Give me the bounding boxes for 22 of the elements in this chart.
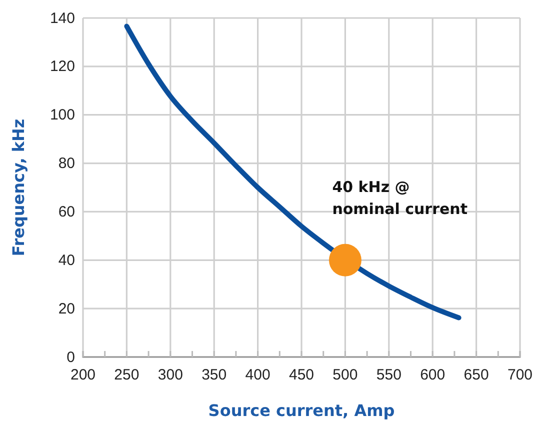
y-tick-label: 80 xyxy=(58,155,75,172)
x-tick-label: 300 xyxy=(158,366,183,384)
x-tick-label: 700 xyxy=(507,366,533,384)
x-tick-label: 650 xyxy=(464,366,489,384)
y-tick-label: 60 xyxy=(58,204,75,221)
x-tick-label: 450 xyxy=(288,366,314,384)
y-tick-label: 140 xyxy=(50,10,75,27)
annotation: 40 kHz @ nominal current xyxy=(332,178,468,218)
y-tick-label: 120 xyxy=(50,58,75,76)
y-tick-label: 100 xyxy=(50,106,75,124)
x-tick-label: 250 xyxy=(114,366,140,384)
x-tick-label: 400 xyxy=(245,366,270,384)
y-tick-label: 20 xyxy=(58,300,75,318)
y-tick-label: 0 xyxy=(66,348,75,366)
x-axis-title: Source current, Amp xyxy=(208,401,395,420)
x-tick-label: 200 xyxy=(70,366,96,384)
y-tick-label: 40 xyxy=(58,252,75,269)
y-axis-title: Frequency, kHz xyxy=(9,118,28,256)
x-tick-label: 350 xyxy=(202,366,227,384)
x-tick-label: 600 xyxy=(420,366,446,384)
x-tick-label: 550 xyxy=(376,366,402,384)
x-tick-label: 500 xyxy=(332,366,358,384)
